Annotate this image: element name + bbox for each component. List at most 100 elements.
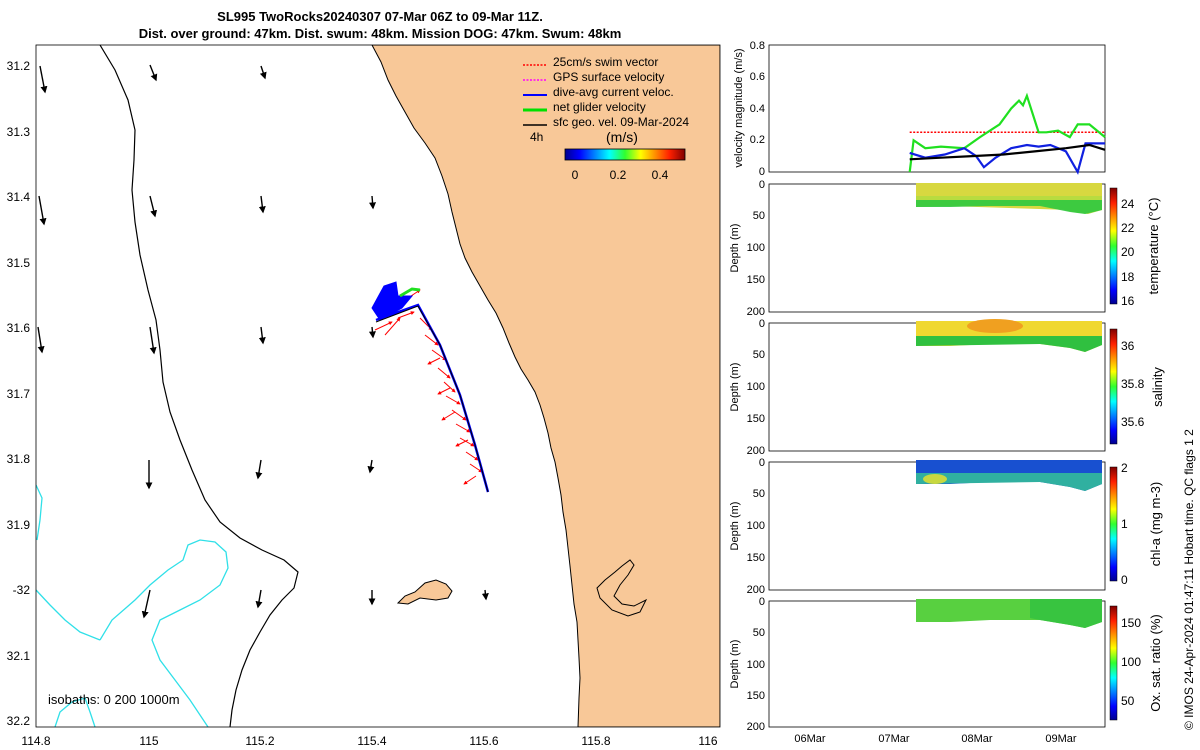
depth-tick: 0: [759, 596, 765, 608]
geo-vector: [259, 65, 267, 80]
lon-tick: 115: [139, 734, 158, 748]
velocity-series: [908, 92, 1106, 175]
glider-track: [371, 281, 490, 493]
lat-tick: 31.3: [7, 125, 31, 139]
date-tick: 08Mar: [961, 733, 993, 745]
ox-cbar-tick: 100: [1121, 655, 1141, 669]
geo-vector: [369, 195, 377, 210]
vel-tick: 0.2: [750, 134, 765, 146]
legend-gps-label: GPS surface velocity: [553, 70, 664, 84]
lon-tick: 115.4: [357, 734, 386, 748]
legend-swim-label: 25cm/s swim vector: [553, 55, 658, 69]
chlorophyll-colorbar: [1109, 466, 1118, 582]
geo-vector: [481, 589, 489, 601]
speed-colorbar: [564, 148, 686, 161]
depth-tick: 100: [747, 242, 765, 254]
map-lon-ticks: 114.8 115 115.2 115.4 115.6 115.8 116: [21, 734, 717, 748]
lon-tick: 116: [698, 734, 717, 748]
temperature-cbar-label: temperature (°C): [1146, 198, 1161, 295]
lat-tick: 31.9: [7, 518, 31, 532]
depth-tick: 100: [747, 520, 765, 532]
lat-tick: -32: [13, 583, 31, 597]
lon-tick: 115.8: [581, 734, 610, 748]
oxygen-field-east: [1030, 599, 1102, 628]
temp-cbar-tick: 18: [1121, 270, 1135, 284]
depth-tick: 0: [759, 318, 765, 330]
lat-tick: 31.2: [7, 59, 31, 73]
chl-cbar-tick: 0: [1121, 573, 1128, 587]
velocity-series-line: [908, 92, 1106, 173]
sal-cbar-tick: 35.8: [1121, 377, 1145, 391]
depth-tick: 200: [747, 584, 765, 596]
lon-tick: 115.2: [245, 734, 274, 748]
lat-tick: 31.8: [7, 452, 31, 466]
temperature-colorbar: [1109, 187, 1118, 305]
temp-cbar-tick: 16: [1121, 294, 1135, 308]
geo-vector: [258, 326, 266, 345]
depth-tick: 150: [747, 690, 765, 702]
oxygen-colorbar: [1109, 605, 1118, 721]
salinity-colorbar: [1109, 328, 1118, 445]
temp-cbar-tick: 24: [1121, 197, 1135, 211]
geo-vector: [141, 589, 151, 619]
island: [396, 579, 453, 605]
geo-vector: [37, 326, 45, 354]
colorbar-tick: 0.4: [652, 168, 669, 182]
land-mass: [371, 45, 720, 727]
salinity-high-patch: [967, 319, 1023, 333]
depth-tick: 50: [753, 627, 765, 639]
depth-tick: 0: [759, 457, 765, 469]
lat-tick: 31.5: [7, 256, 31, 270]
depth-tick: 0: [759, 179, 765, 191]
depth-tick: 200: [747, 721, 765, 733]
map-lat-ticks: 31.2 31.3 31.4 31.5 31.6 31.7 31.8 31.9 …: [7, 59, 31, 728]
geostrophic-vectors: [37, 64, 489, 619]
section-colorbar-ticks: 16 18 20 22 24 35.6 35.8 36 0 1 2 50 100…: [1121, 197, 1145, 708]
legend-net-label: net glider velocity: [553, 100, 646, 114]
isobath-1000m: [99, 45, 299, 727]
colorbar-tick: 0: [572, 168, 579, 182]
lat-tick: 31.4: [7, 190, 31, 204]
ox-cbar-tick: 150: [1121, 616, 1141, 630]
section-colorbar-labels: temperature (°C) salinity chl-a (mg m-3)…: [1146, 198, 1165, 712]
colorbar-tick: 0.2: [610, 168, 627, 182]
depth-axis-label: Depth (m): [729, 502, 741, 551]
map-title-line-1: SL995 TwoRocks20240307 07-Mar 06Z to 09-…: [217, 9, 543, 24]
date-tick: 07Mar: [878, 733, 910, 745]
depth-tick: 50: [753, 488, 765, 500]
date-tick: 06Mar: [794, 733, 826, 745]
depth-tick: 100: [747, 381, 765, 393]
coastline-islet: [596, 559, 648, 617]
salinity-panel: [768, 319, 1118, 452]
geo-vector: [149, 195, 158, 218]
geo-vector: [258, 195, 266, 214]
salinity-cbar-label: salinity: [1150, 367, 1165, 407]
geo-vector: [255, 589, 263, 609]
section-depth-labels: Depth (m) Depth (m) Depth (m) Depth (m): [729, 224, 741, 689]
depth-axis-label: Depth (m): [729, 363, 741, 412]
chl-cbar-tick: 2: [1121, 461, 1128, 475]
isobath-200m: [36, 484, 229, 727]
lat-tick: 32.2: [7, 714, 31, 728]
lat-tick: 31.7: [7, 387, 31, 401]
velocity-y-label: velocity magnitude (m/s): [733, 48, 745, 167]
depth-tick: 150: [747, 274, 765, 286]
temp-cbar-tick: 20: [1121, 245, 1135, 259]
vel-tick: 0: [759, 166, 765, 178]
geo-vector: [149, 326, 157, 355]
velocity-series-line: [909, 142, 1105, 175]
depth-tick: 50: [753, 210, 765, 222]
date-tick: 09Mar: [1045, 733, 1077, 745]
ox-cbar-tick: 50: [1121, 694, 1135, 708]
lon-tick: 115.6: [469, 734, 498, 748]
temp-cbar-tick: 22: [1121, 221, 1135, 235]
imos-credit: © IMOS 24-Apr-2024 01:47:11 Hobart time.…: [1182, 429, 1196, 730]
geo-vector: [38, 195, 47, 226]
velocity-y-ticks: 0 0.2 0.4 0.6 0.8: [750, 40, 765, 178]
depth-axis-label: Depth (m): [729, 224, 741, 273]
oxygen-cbar-label: Ox. sat. ratio (%): [1148, 614, 1163, 712]
oxygen-panel: [768, 599, 1118, 728]
sal-cbar-tick: 36: [1121, 339, 1135, 353]
geo-vector: [367, 459, 375, 474]
net-velocity-segment: [399, 287, 421, 298]
